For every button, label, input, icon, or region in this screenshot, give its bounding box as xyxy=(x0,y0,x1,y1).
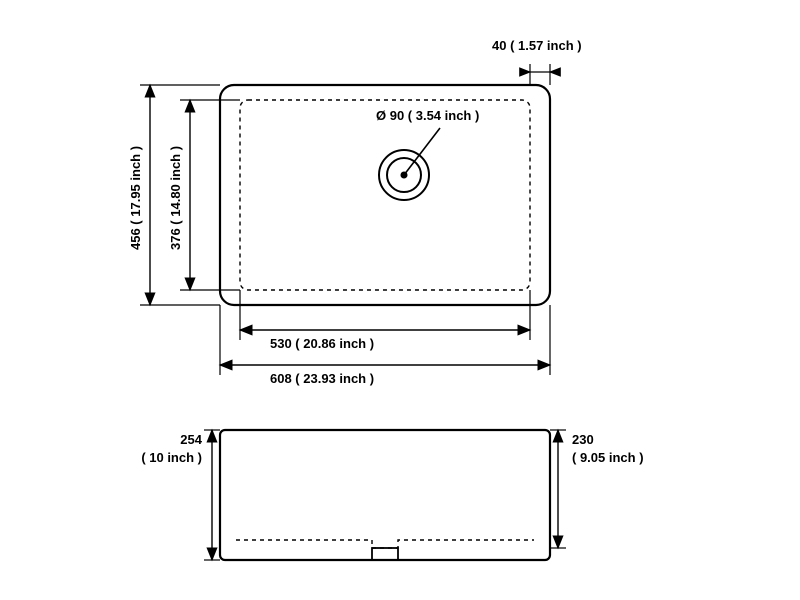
dim-456-label: 456 ( 17.95 inch ) xyxy=(128,146,143,250)
dim-254-label2: ( 10 inch ) xyxy=(141,450,202,465)
dim-40-label: 40 ( 1.57 inch ) xyxy=(492,38,582,53)
technical-drawing: Ø 90 ( 3.54 inch ) 40 ( 1.57 inch ) 456 … xyxy=(0,0,800,600)
dim-254: 254 ( 10 inch ) xyxy=(141,430,220,560)
dim-230: 230 ( 9.05 inch ) xyxy=(550,430,644,548)
dim-40: 40 ( 1.57 inch ) xyxy=(492,38,582,85)
dim-530: 530 ( 20.86 inch ) xyxy=(240,290,530,351)
side-view xyxy=(220,430,550,560)
dim-230-label1: 230 xyxy=(572,432,594,447)
dim-90-label: Ø 90 ( 3.54 inch ) xyxy=(376,108,479,123)
side-inner-dash xyxy=(236,540,534,548)
dim-254-label1: 254 xyxy=(180,432,202,447)
dim-376-label: 376 ( 14.80 inch ) xyxy=(168,146,183,250)
dim-608-label: 608 ( 23.93 inch ) xyxy=(270,371,374,386)
dim-230-label2: ( 9.05 inch ) xyxy=(572,450,644,465)
top-view: Ø 90 ( 3.54 inch ) xyxy=(220,85,550,305)
dim-376: 376 ( 14.80 inch ) xyxy=(168,100,240,290)
side-notch xyxy=(372,548,398,560)
dim-530-label: 530 ( 20.86 inch ) xyxy=(270,336,374,351)
sink-inner-dash xyxy=(240,100,530,290)
